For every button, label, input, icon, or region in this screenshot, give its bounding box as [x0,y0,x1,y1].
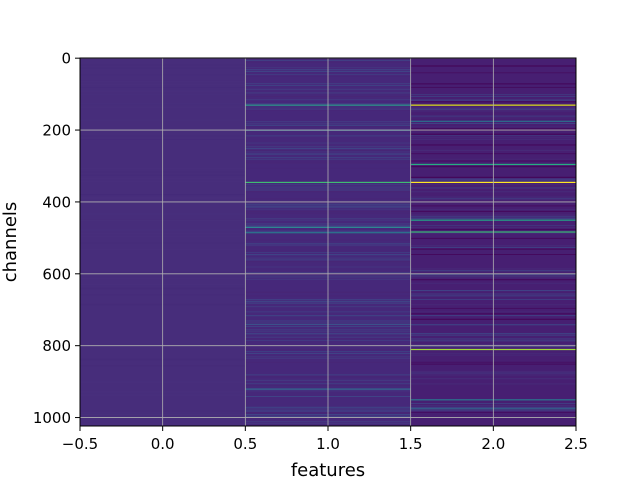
x-tick-label-5: 2.0 [481,435,505,453]
x-tick-label-3: 1.0 [316,435,340,453]
x-axis-ticks: −0.5 0.0 0.5 1.0 1.5 2.0 2.5 [62,426,588,453]
x-tick-label-2: 0.5 [233,435,257,453]
y-axis-label: channels [0,202,21,283]
x-axis-label: features [291,460,365,480]
y-tick-label-3: 600 [42,265,71,283]
x-tick-label-0: −0.5 [62,435,98,453]
x-tick-label-1: 0.0 [151,435,175,453]
y-axis-ticks: 0 200 400 600 800 1000 [33,50,80,427]
y-tick-label-4: 800 [42,337,71,355]
y-tick-label-1: 200 [42,122,71,140]
x-tick-label-6: 2.5 [564,435,588,453]
y-tick-label-2: 400 [42,193,71,211]
x-tick-label-4: 1.5 [399,435,423,453]
y-tick-label-0: 0 [61,50,71,68]
y-tick-label-5: 1000 [33,409,71,427]
